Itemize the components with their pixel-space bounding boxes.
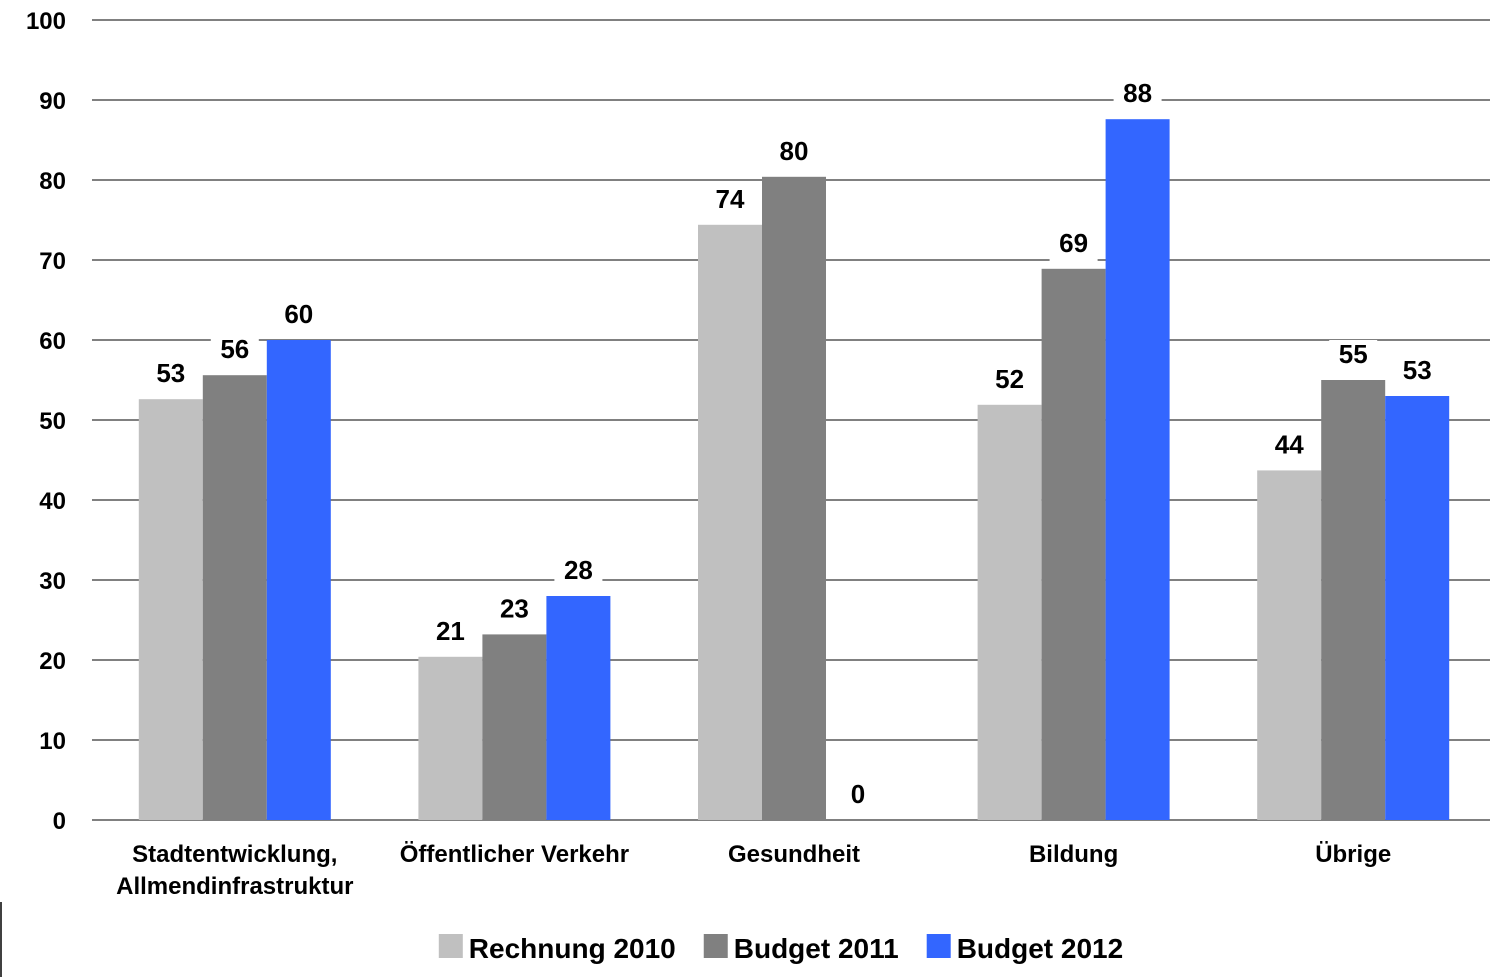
bars [138,119,1450,821]
bar-budget-2012 [1385,396,1450,820]
x-category-label: Übrige [1315,841,1391,868]
data-label: 74 [716,184,745,214]
x-category-label: Gesundheit [728,841,860,868]
data-label-bg [426,616,475,649]
data-label-bg [1393,356,1442,388]
y-tick-label: 50 [39,408,66,435]
y-tick-label: 0 [53,808,66,835]
y-tick-label: 90 [39,88,66,115]
y-axis-ticks: 0 10 20 30 40 50 60 70 80 90 100 [26,8,66,835]
data-label-bg [146,359,195,392]
legend-swatch [926,934,951,958]
data-label: 53 [1403,355,1432,385]
y-tick-label: 80 [39,168,66,195]
bar-budget-2011 [482,634,547,820]
data-label-bg [1113,79,1162,112]
data-label: 44 [1275,429,1304,459]
bar-budget-2012 [266,340,331,820]
legend-label: Rechnung 2010 [469,933,676,964]
legend-label: Budget 2012 [957,933,1124,964]
y-tick-label: 40 [39,488,66,515]
data-label-bg [770,136,818,169]
bar-rechnung-2010 [418,656,483,820]
x-category-label: Bildung [1029,841,1118,868]
data-label-bg [985,364,1034,397]
y-tick-label: 60 [39,328,66,355]
x-category-label: Öffentlicher Verkehr [400,841,629,868]
data-label: 53 [156,358,185,388]
bar-rechnung-2010 [977,404,1042,820]
data-label: 0 [851,779,865,809]
data-label: 80 [780,136,809,166]
bar-budget-2011 [1321,380,1386,820]
y-tick-label: 70 [39,248,66,275]
data-label-bg [706,184,754,217]
y-tick-label: 20 [39,648,66,675]
bar-budget-2012 [1105,119,1170,820]
legend-swatch [703,934,728,958]
data-label-bg [554,556,603,588]
bar-rechnung-2010 [1257,470,1322,820]
data-label-bg [1049,228,1098,261]
y-tick-label: 10 [39,728,66,755]
data-label: 88 [1123,78,1152,108]
data-label-bg [490,594,539,627]
legend-label: Budget 2011 [734,933,899,964]
legend-swatch [438,934,463,958]
bar-budget-2011 [1041,268,1106,820]
data-label-bg [1265,430,1314,463]
data-label: 23 [500,593,529,623]
data-label: 21 [436,616,465,646]
bar-rechnung-2010 [698,224,762,821]
legend: Rechnung 2010 Budget 2011 Budget 2012 [438,933,1124,964]
x-category-label: Allmendinfrastruktur [116,873,353,900]
data-labels: 53 56 60 21 23 28 74 80 0 52 69 88 44 55 53 [146,78,1442,812]
bar-budget-2011 [762,176,826,821]
data-label: 52 [995,364,1024,394]
y-tick-label: 100 [26,8,66,35]
data-label: 69 [1059,228,1088,258]
data-label-bg [1329,340,1378,372]
bar-rechnung-2010 [138,399,203,820]
data-label-bg [274,300,323,332]
x-category-label: Stadtentwicklung, [132,841,337,868]
data-label: 60 [284,299,313,329]
data-label: 28 [564,555,593,585]
bar-budget-2012 [546,596,611,820]
y-tick-label: 30 [39,568,66,595]
bar-budget-2011 [202,375,267,820]
data-label: 55 [1339,339,1368,369]
data-label-bg [210,335,259,368]
data-label-bg [834,780,882,812]
x-axis-categories: Stadtentwicklung, Allmendinfrastruktur Öff… [116,841,1391,900]
data-label: 56 [220,334,249,364]
